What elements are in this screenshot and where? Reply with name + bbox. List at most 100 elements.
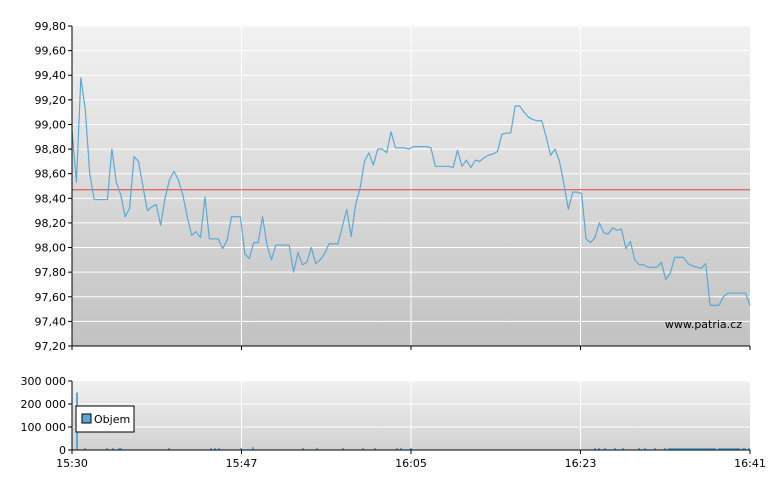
x-tick-label: 16:41 — [734, 457, 766, 470]
volume-bar — [710, 448, 712, 450]
volume-bar — [722, 448, 724, 450]
volume-bar — [734, 448, 736, 450]
volume-bar — [742, 448, 744, 450]
volume-bar — [622, 448, 624, 450]
legend-label: Objem — [94, 413, 130, 426]
watermark: www.patria.cz — [665, 318, 742, 331]
price-series-line — [71, 77, 751, 306]
volume-bar — [694, 448, 696, 450]
price-y-tick-label: 98,00 — [35, 242, 67, 255]
volume-bar — [688, 448, 690, 450]
volume-bar — [720, 448, 722, 450]
price-y-axis: 97,20 97,40 97,60 97,80 98,00 98,20 98,40 98,60… — [35, 20, 72, 353]
volume-bar — [698, 448, 700, 450]
volume-bar — [210, 448, 212, 450]
volume-bar — [714, 448, 716, 450]
volume-bar — [744, 448, 746, 450]
volume-bar — [240, 447, 242, 450]
volume-bar — [302, 448, 304, 450]
volume-bar — [680, 448, 682, 450]
price-grid — [72, 25, 750, 346]
volume-bar — [674, 448, 676, 450]
price-y-tick-label: 98,40 — [35, 192, 67, 205]
x-tick-label: 16:05 — [395, 457, 427, 470]
volume-bar — [604, 448, 606, 450]
volume-bar — [106, 448, 108, 450]
volume-bar — [686, 448, 688, 450]
volume-bar — [664, 448, 666, 450]
volume-y-tick-label: 0 — [59, 444, 66, 457]
price-y-tick-label: 98,60 — [35, 168, 67, 181]
volume-bar — [84, 448, 86, 450]
volume-bar — [112, 448, 114, 450]
volume-legend: Objem — [75, 405, 135, 433]
price-y-tick-label: 99,40 — [35, 69, 67, 82]
volume-bar — [728, 448, 730, 450]
volume-bar — [168, 448, 170, 450]
volume-bar — [708, 448, 710, 450]
volume-bar — [594, 448, 596, 450]
volume-y-axis: 0 100 000 200 000 300 000 — [21, 375, 72, 457]
volume-bar — [748, 448, 750, 450]
volume-bar — [724, 448, 726, 450]
volume-bar — [342, 448, 344, 450]
volume-bar — [706, 448, 708, 450]
price-y-tick-label: 99,80 — [35, 20, 67, 33]
volume-bar — [700, 448, 702, 450]
volume-bar — [644, 448, 646, 450]
price-y-tick-label: 99,20 — [35, 94, 67, 107]
volume-bar — [702, 448, 704, 450]
price-y-tick-label: 97,40 — [35, 315, 67, 328]
volume-bar — [690, 448, 692, 450]
volume-bar — [696, 448, 698, 450]
volume-bar — [218, 448, 220, 450]
volume-bar — [614, 448, 616, 450]
volume-bar — [718, 448, 720, 450]
volume-bar — [374, 448, 376, 450]
volume-bar — [684, 448, 686, 450]
price-line-group — [71, 77, 751, 306]
volume-bar — [704, 448, 706, 450]
volume-bar — [118, 447, 120, 450]
volume-y-tick-label: 200 000 — [21, 398, 67, 411]
volume-bar — [692, 448, 694, 450]
volume-bar — [252, 447, 254, 450]
x-axis: 15:30 15:47 16:05 16:23 16:41 — [56, 450, 766, 470]
price-y-tick-label: 97,60 — [35, 291, 67, 304]
volume-bar — [638, 448, 640, 450]
x-tick-label: 16:23 — [565, 457, 597, 470]
volume-bar — [670, 448, 672, 450]
price-axes — [71, 26, 751, 350]
volume-bar — [676, 448, 678, 450]
volume-bar — [738, 448, 740, 450]
price-y-tick-label: 99,60 — [35, 45, 67, 58]
x-tick-label: 15:47 — [226, 457, 258, 470]
x-tick-label: 15:30 — [56, 457, 88, 470]
volume-bar — [598, 448, 600, 450]
volume-bar — [410, 448, 412, 450]
volume-y-tick-label: 300 000 — [21, 375, 67, 388]
volume-bar — [678, 448, 680, 450]
volume-bar — [316, 447, 318, 450]
price-y-tick-label: 98,20 — [35, 217, 67, 230]
volume-bar — [726, 448, 728, 450]
volume-bar — [668, 448, 670, 450]
volume-bar — [400, 448, 402, 450]
volume-bar — [682, 448, 684, 450]
volume-bar — [396, 448, 398, 450]
volume-bar — [654, 448, 656, 450]
price-y-tick-label: 97,20 — [35, 340, 67, 353]
price-y-tick-label: 99,00 — [35, 118, 67, 131]
volume-bar — [214, 448, 216, 450]
volume-bar — [712, 448, 714, 450]
volume-bar — [120, 448, 122, 450]
volume-grid — [72, 380, 750, 450]
price-y-tick-label: 97,80 — [35, 266, 67, 279]
price-y-tick-label: 98,80 — [35, 143, 67, 156]
legend-swatch — [81, 413, 92, 424]
volume-bar — [672, 448, 674, 450]
volume-bar — [362, 448, 364, 450]
volume-bar — [732, 448, 734, 450]
